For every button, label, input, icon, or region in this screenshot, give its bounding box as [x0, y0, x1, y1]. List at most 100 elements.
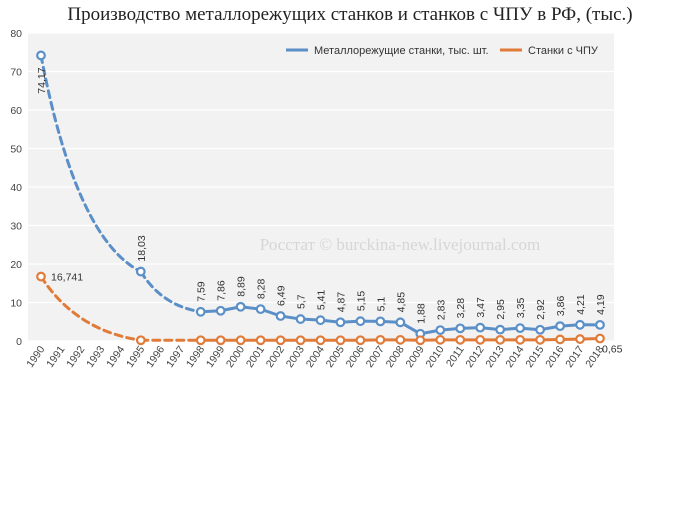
- data-label: 5,15: [355, 291, 367, 312]
- x-tick-label: 2001: [244, 344, 267, 370]
- data-point: [195, 306, 206, 317]
- data-point: [195, 335, 206, 346]
- data-label: 8,89: [236, 276, 248, 297]
- data-label: 4,85: [395, 292, 407, 313]
- x-tick-label: 1991: [44, 344, 67, 370]
- series-line: [139, 270, 203, 314]
- x-tick-label: 1996: [144, 344, 167, 370]
- data-label: 5,41: [316, 290, 328, 311]
- data-point: [295, 335, 306, 346]
- y-tick-label: 40: [10, 182, 22, 194]
- x-tick-label: 2015: [523, 344, 546, 370]
- x-tick-label: 2011: [444, 344, 467, 370]
- data-point: [515, 334, 526, 345]
- data-point: [355, 335, 366, 346]
- data-point: [355, 316, 366, 327]
- data-point: [375, 334, 386, 345]
- x-tick-label: 1994: [104, 344, 127, 370]
- x-tick-label: 1997: [164, 344, 187, 370]
- x-tick-label: 1990: [24, 344, 47, 370]
- x-tick-label: 2004: [304, 344, 327, 370]
- data-point: [335, 317, 346, 328]
- data-label: 3,35: [515, 298, 527, 319]
- data-label: 1,88: [415, 303, 427, 324]
- data-point: [235, 301, 246, 312]
- x-tick-label: 1998: [184, 344, 207, 370]
- data-point: [555, 321, 565, 332]
- x-tick-label: 2017: [563, 344, 586, 370]
- x-tick-label: 2007: [364, 344, 387, 370]
- data-point: [255, 304, 266, 315]
- data-point: [375, 316, 386, 327]
- x-tick-label: 2002: [264, 344, 287, 370]
- data-point: [475, 334, 486, 345]
- legend-label: Металлорежущие станки, тыс. шт.: [314, 45, 489, 57]
- data-point: [235, 335, 246, 346]
- data-point: [595, 333, 605, 344]
- data-point: [135, 335, 146, 346]
- data-label: 16,741: [51, 272, 83, 284]
- data-point: [36, 271, 46, 282]
- data-point: [435, 325, 446, 336]
- data-label: 74,17: [36, 67, 48, 93]
- data-point: [275, 335, 286, 346]
- y-tick-label: 10: [10, 298, 22, 310]
- data-label: 2,83: [435, 300, 447, 321]
- y-tick-label: 80: [10, 28, 22, 40]
- data-point: [575, 319, 585, 330]
- x-tick-label: 1993: [84, 344, 107, 370]
- x-tick-label: 1992: [64, 344, 87, 370]
- data-label: 4,21: [575, 294, 587, 315]
- x-tick-label: 2008: [384, 344, 407, 370]
- data-label: 18,03: [136, 235, 148, 261]
- data-point: [295, 314, 306, 324]
- data-label: 3,86: [555, 296, 567, 317]
- y-tick-label: 0: [16, 336, 22, 348]
- series-line: [39, 275, 143, 342]
- x-tick-label: 2006: [344, 344, 367, 370]
- y-tick-label: 70: [10, 67, 22, 79]
- data-point: [315, 335, 326, 346]
- data-label: 2,95: [495, 299, 507, 320]
- data-point: [36, 50, 46, 61]
- data-label: 4,87: [335, 292, 347, 313]
- x-tick-label: 2014: [503, 344, 526, 370]
- data-point: [495, 324, 506, 335]
- data-point: [215, 335, 226, 346]
- data-point: [395, 317, 406, 328]
- data-point: [555, 334, 565, 345]
- x-tick-label: 2003: [284, 344, 307, 370]
- data-label: 5,1: [375, 297, 387, 312]
- data-point: [275, 311, 286, 321]
- legend-label: Станки с ЧПУ: [528, 45, 599, 57]
- data-point: [435, 334, 446, 345]
- data-point: [575, 334, 585, 344]
- data-point: [215, 305, 226, 316]
- data-point: [515, 323, 526, 334]
- data-point: [475, 322, 486, 333]
- data-point: [455, 323, 466, 334]
- x-tick-label: 2010: [424, 344, 447, 370]
- x-tick-label: 2005: [324, 344, 347, 370]
- y-tick-label: 60: [10, 105, 22, 117]
- data-label: 7,86: [216, 280, 228, 301]
- data-point: [315, 315, 326, 326]
- chart-title: Производство металлорежущих станков и ст…: [67, 4, 633, 25]
- y-tick-label: 30: [10, 221, 22, 233]
- data-point: [255, 335, 266, 346]
- watermark: Росстат © burckina-new.livejournal.com: [260, 235, 540, 254]
- data-label: 5,7: [296, 294, 308, 309]
- x-tick-label: 2000: [224, 344, 247, 370]
- data-label: 3,47: [475, 297, 487, 318]
- data-label: 7,59: [196, 281, 208, 302]
- x-tick-label: 1999: [204, 344, 227, 370]
- y-tick-label: 50: [10, 144, 22, 156]
- data-point: [455, 334, 466, 345]
- x-tick-label: 2013: [483, 344, 506, 370]
- data-label: 3,28: [455, 298, 467, 319]
- data-point: [415, 335, 426, 346]
- data-point: [595, 319, 605, 330]
- data-point: [395, 334, 406, 345]
